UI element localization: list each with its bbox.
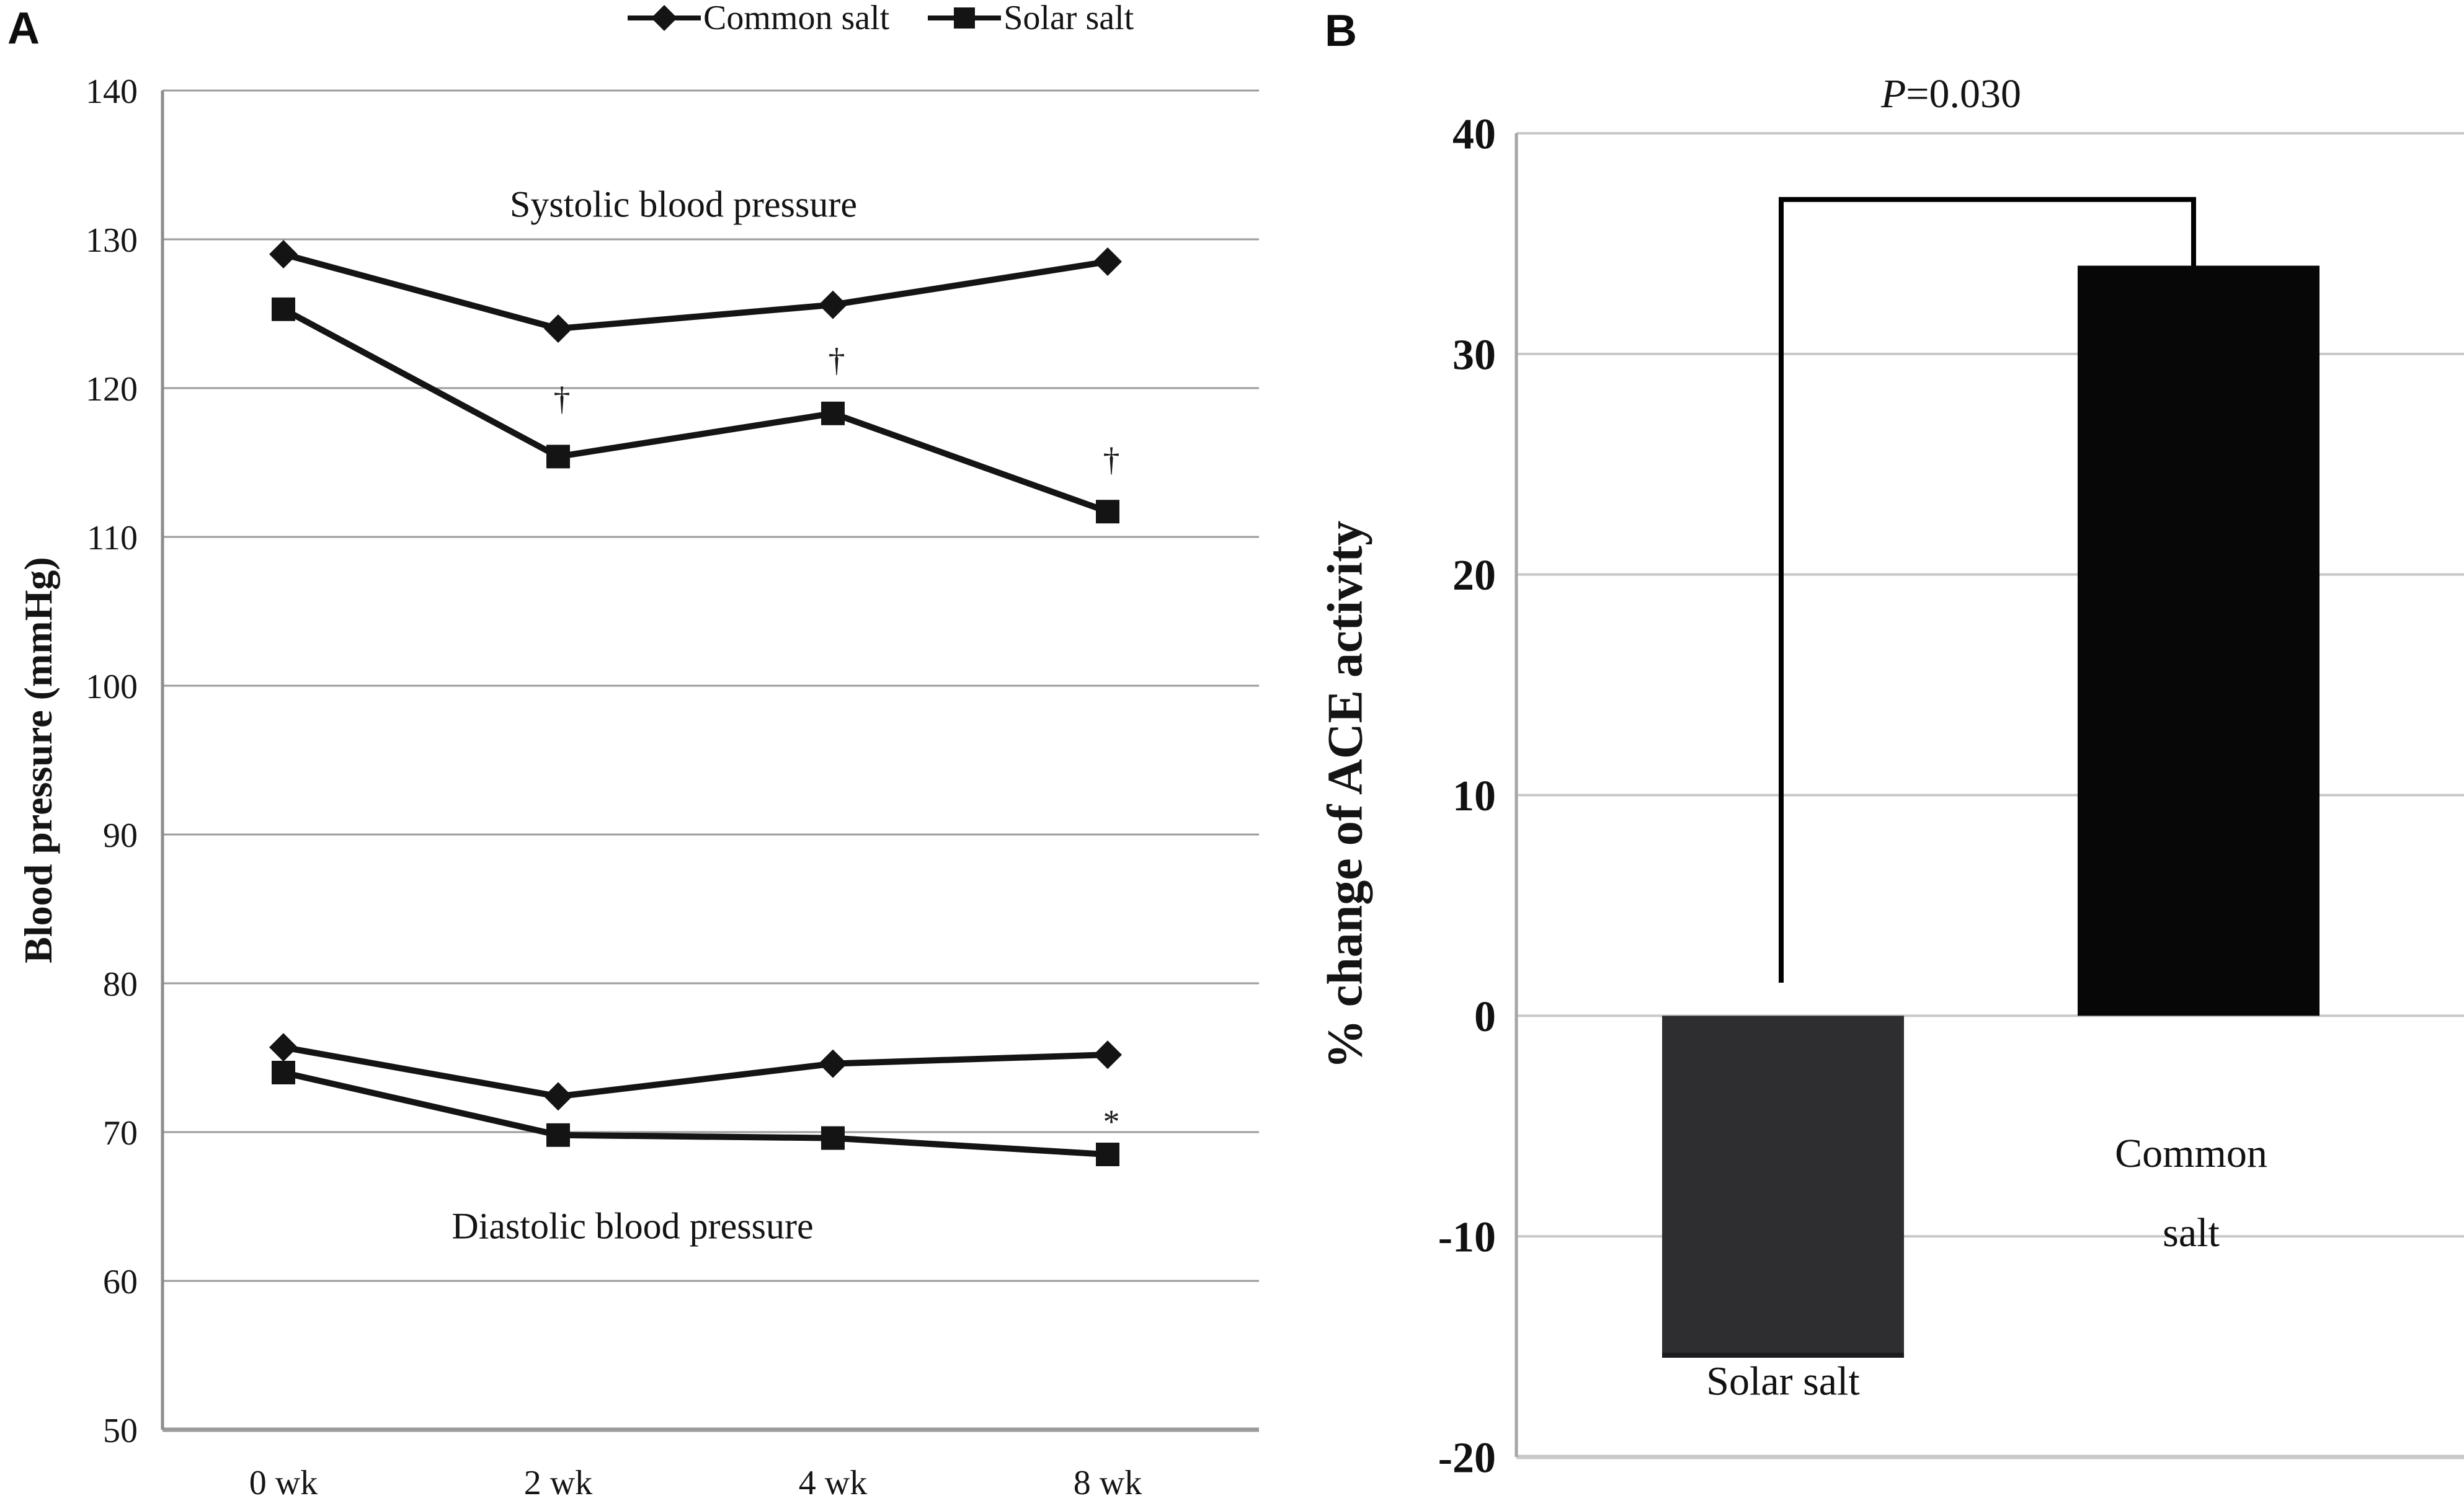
panel-b-y-tick-label: 40 xyxy=(1452,111,1496,159)
bar-common-salt xyxy=(2078,265,2319,1016)
square-marker xyxy=(1096,1143,1119,1166)
panel-a-y-tick-label: 80 xyxy=(103,965,138,1004)
square-marker xyxy=(272,297,295,321)
p-value-symbol: P xyxy=(1880,71,1906,117)
panel-a-y-tick-label: 140 xyxy=(86,73,138,111)
diamond-marker xyxy=(1093,1040,1122,1069)
panel-a-y-tick-label: 50 xyxy=(103,1412,138,1450)
legend-label: Common salt xyxy=(703,0,890,37)
bar-solar-salt xyxy=(1662,1016,1904,1358)
p-value-text: =0.030 xyxy=(1906,71,2022,117)
series-line xyxy=(282,306,1109,515)
panel-a-x-tick-label: 8 wk xyxy=(1074,1464,1142,1501)
panel-a-y-tick-label: 70 xyxy=(103,1114,138,1153)
series-line xyxy=(282,1069,1108,1158)
panel-a-y-tick-label: 110 xyxy=(87,519,138,557)
panel-a-y-tick-label: 60 xyxy=(103,1263,138,1301)
bar-label: Solar salt xyxy=(1706,1359,1859,1404)
diamond-marker xyxy=(544,314,572,343)
asterisk-annotation: * xyxy=(1103,1103,1120,1140)
panel-b-y-tick-label: 10 xyxy=(1452,773,1496,820)
diastolic-series-title: Diastolic blood pressure xyxy=(451,1205,814,1247)
panel-b-y-tick-label: 20 xyxy=(1452,552,1496,600)
diamond-icon xyxy=(651,5,677,31)
panel-b-y-axis-title: % change of ACE activity xyxy=(1318,520,1373,1069)
panel-a-y-tick-label: 120 xyxy=(86,370,138,409)
panel-b-y-tick-label: -20 xyxy=(1438,1435,1496,1482)
panel-a-y-axis-title: Blood pressure (mmHg) xyxy=(16,557,60,963)
p-value-label: P=0.030 xyxy=(1881,71,2021,118)
square-marker xyxy=(546,445,570,469)
bar-label: Common salt xyxy=(2115,1131,2267,1255)
panel-a-x-tick-label: 0 wk xyxy=(249,1464,318,1501)
square-marker xyxy=(546,1123,570,1147)
legend-label: Solar salt xyxy=(1003,0,1134,37)
square-legend-icon xyxy=(928,7,1002,29)
diamond-legend-icon xyxy=(628,5,701,31)
panel-a-y-tick-label: 100 xyxy=(86,668,138,706)
diamond-marker xyxy=(269,1033,298,1062)
square-marker xyxy=(821,401,845,425)
legend: Common salt Solar salt xyxy=(628,0,1134,38)
panel-a-y-tick-label: 130 xyxy=(86,221,138,260)
series-line xyxy=(283,1044,1108,1100)
legend-item-common-salt: Common salt xyxy=(628,0,889,38)
panel-b-y-tick-label: 0 xyxy=(1474,993,1496,1041)
square-icon xyxy=(954,7,976,29)
diamond-marker xyxy=(269,240,298,268)
dagger-annotation: † xyxy=(1103,441,1120,478)
dagger-annotation: † xyxy=(554,380,571,417)
panel-a-letter: A xyxy=(7,4,40,53)
panel-a-x-tick-label: 2 wk xyxy=(524,1464,592,1501)
legend-item-solar-salt: Solar salt xyxy=(928,0,1134,38)
square-marker xyxy=(1096,500,1119,524)
panel-b-letter: B xyxy=(1325,6,1357,56)
square-marker xyxy=(821,1126,845,1150)
panel-a-x-tick-label: 4 wk xyxy=(799,1464,867,1501)
panel-b-y-tick-label: -10 xyxy=(1438,1214,1496,1262)
square-marker xyxy=(272,1061,295,1084)
systolic-series-title: Systolic blood pressure xyxy=(510,184,857,225)
panel-a-y-tick-label: 90 xyxy=(103,817,138,855)
diamond-marker xyxy=(819,1049,847,1078)
diamond-marker xyxy=(819,290,847,319)
panel-b-y-tick-label: 30 xyxy=(1452,331,1496,379)
diamond-marker xyxy=(544,1082,572,1111)
series-line xyxy=(282,251,1108,332)
dagger-annotation: † xyxy=(829,341,845,378)
diamond-marker xyxy=(1093,247,1122,276)
significance-bracket xyxy=(1779,197,2196,983)
